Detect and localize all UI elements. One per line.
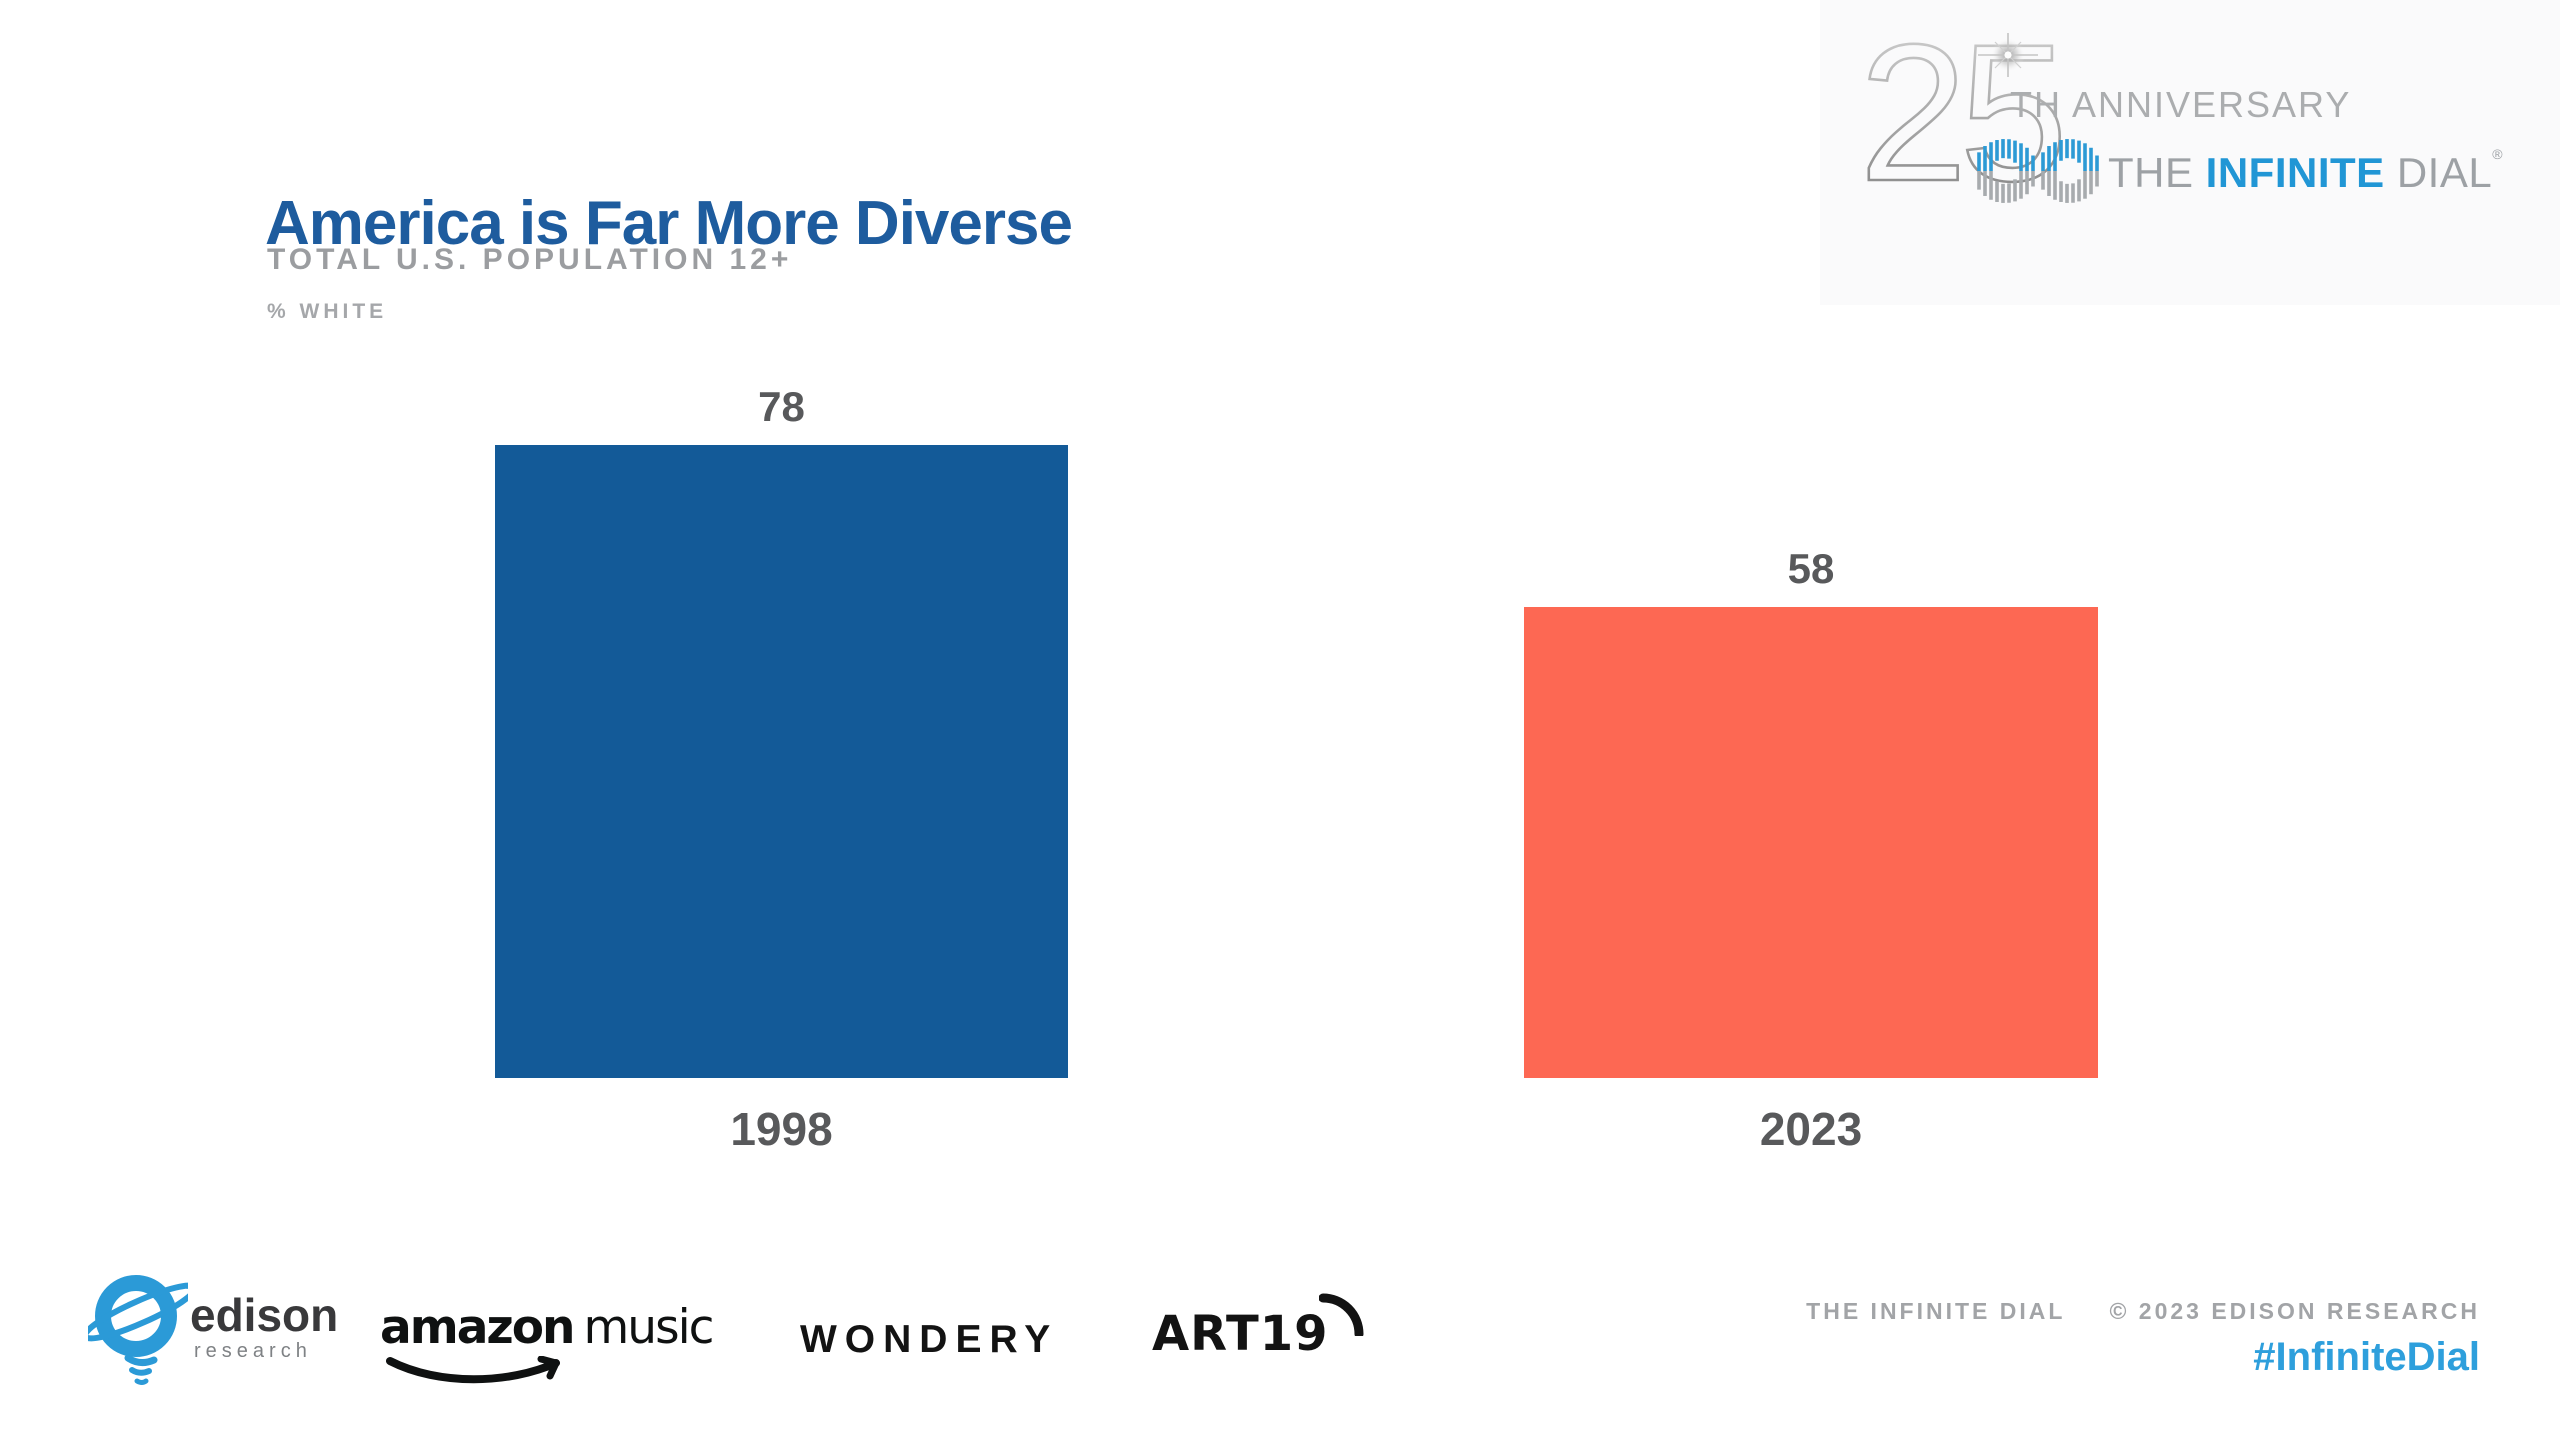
- wordmark-the: THE: [2108, 149, 2194, 196]
- wordmark-dial: DIAL: [2396, 149, 2493, 196]
- amazon-music-logo: amazon music: [380, 1300, 715, 1384]
- edison-name-label: edison: [190, 1289, 339, 1341]
- bar-2023: [1524, 607, 2098, 1078]
- bar-value-label-1998: 78: [758, 383, 805, 430]
- infinite-dial-wordmark: THE INFINITE DIAL®: [2108, 146, 2503, 197]
- art19-signal-icon: [1318, 1293, 1363, 1336]
- infinite-dial-anniversary-logo: 25 TH ANNIVERSARY THE INFINITE DIAL®: [1820, 0, 2560, 305]
- x-axis-label-1998: 1998: [730, 1103, 833, 1155]
- footer-brand-label: THE INFINITE DIAL: [1806, 1298, 2066, 1324]
- music-label: music: [583, 1300, 715, 1355]
- anniversary-suffix-label: TH ANNIVERSARY: [2010, 84, 2352, 125]
- bar-group-1998: 78 1998: [495, 383, 1068, 1155]
- x-axis-label-2023: 2023: [1759, 1103, 1863, 1155]
- bar-1998: [495, 445, 1068, 1078]
- hashtag-label: #InfiniteDial: [2253, 1335, 2480, 1379]
- edison-research-logo: edison research: [88, 1262, 338, 1402]
- art19-label: ART19: [1152, 1306, 1329, 1362]
- chart-measure-label: % WHITE: [267, 300, 388, 323]
- edison-planet-icon: [88, 1275, 188, 1385]
- footer-copyright-label: © 2023 EDISON RESEARCH: [2109, 1298, 2480, 1324]
- wondery-logo: WONDERY: [800, 1318, 1059, 1361]
- amazon-smile-icon: [386, 1356, 560, 1384]
- bar-value-label-2023: 58: [1787, 545, 1835, 592]
- sparkle-icon: [1978, 33, 2038, 77]
- page-title: America is Far More Diverse: [265, 188, 1073, 258]
- art19-logo: ART19: [1152, 1293, 1363, 1362]
- registered-mark: ®: [2492, 146, 2504, 162]
- footer-credits: THE INFINITE DIAL © 2023 EDISON RESEARCH …: [1806, 1298, 2480, 1380]
- bar-group-2023: 58 2023: [1524, 545, 2098, 1155]
- infinity-bars-icon: [1977, 139, 2099, 203]
- edison-research-label: research: [194, 1340, 312, 1362]
- chart-subtitle: TOTAL U.S. POPULATION 12+: [267, 243, 793, 276]
- amazon-label: amazon: [380, 1300, 576, 1355]
- wordmark-infinite: INFINITE: [2205, 149, 2385, 196]
